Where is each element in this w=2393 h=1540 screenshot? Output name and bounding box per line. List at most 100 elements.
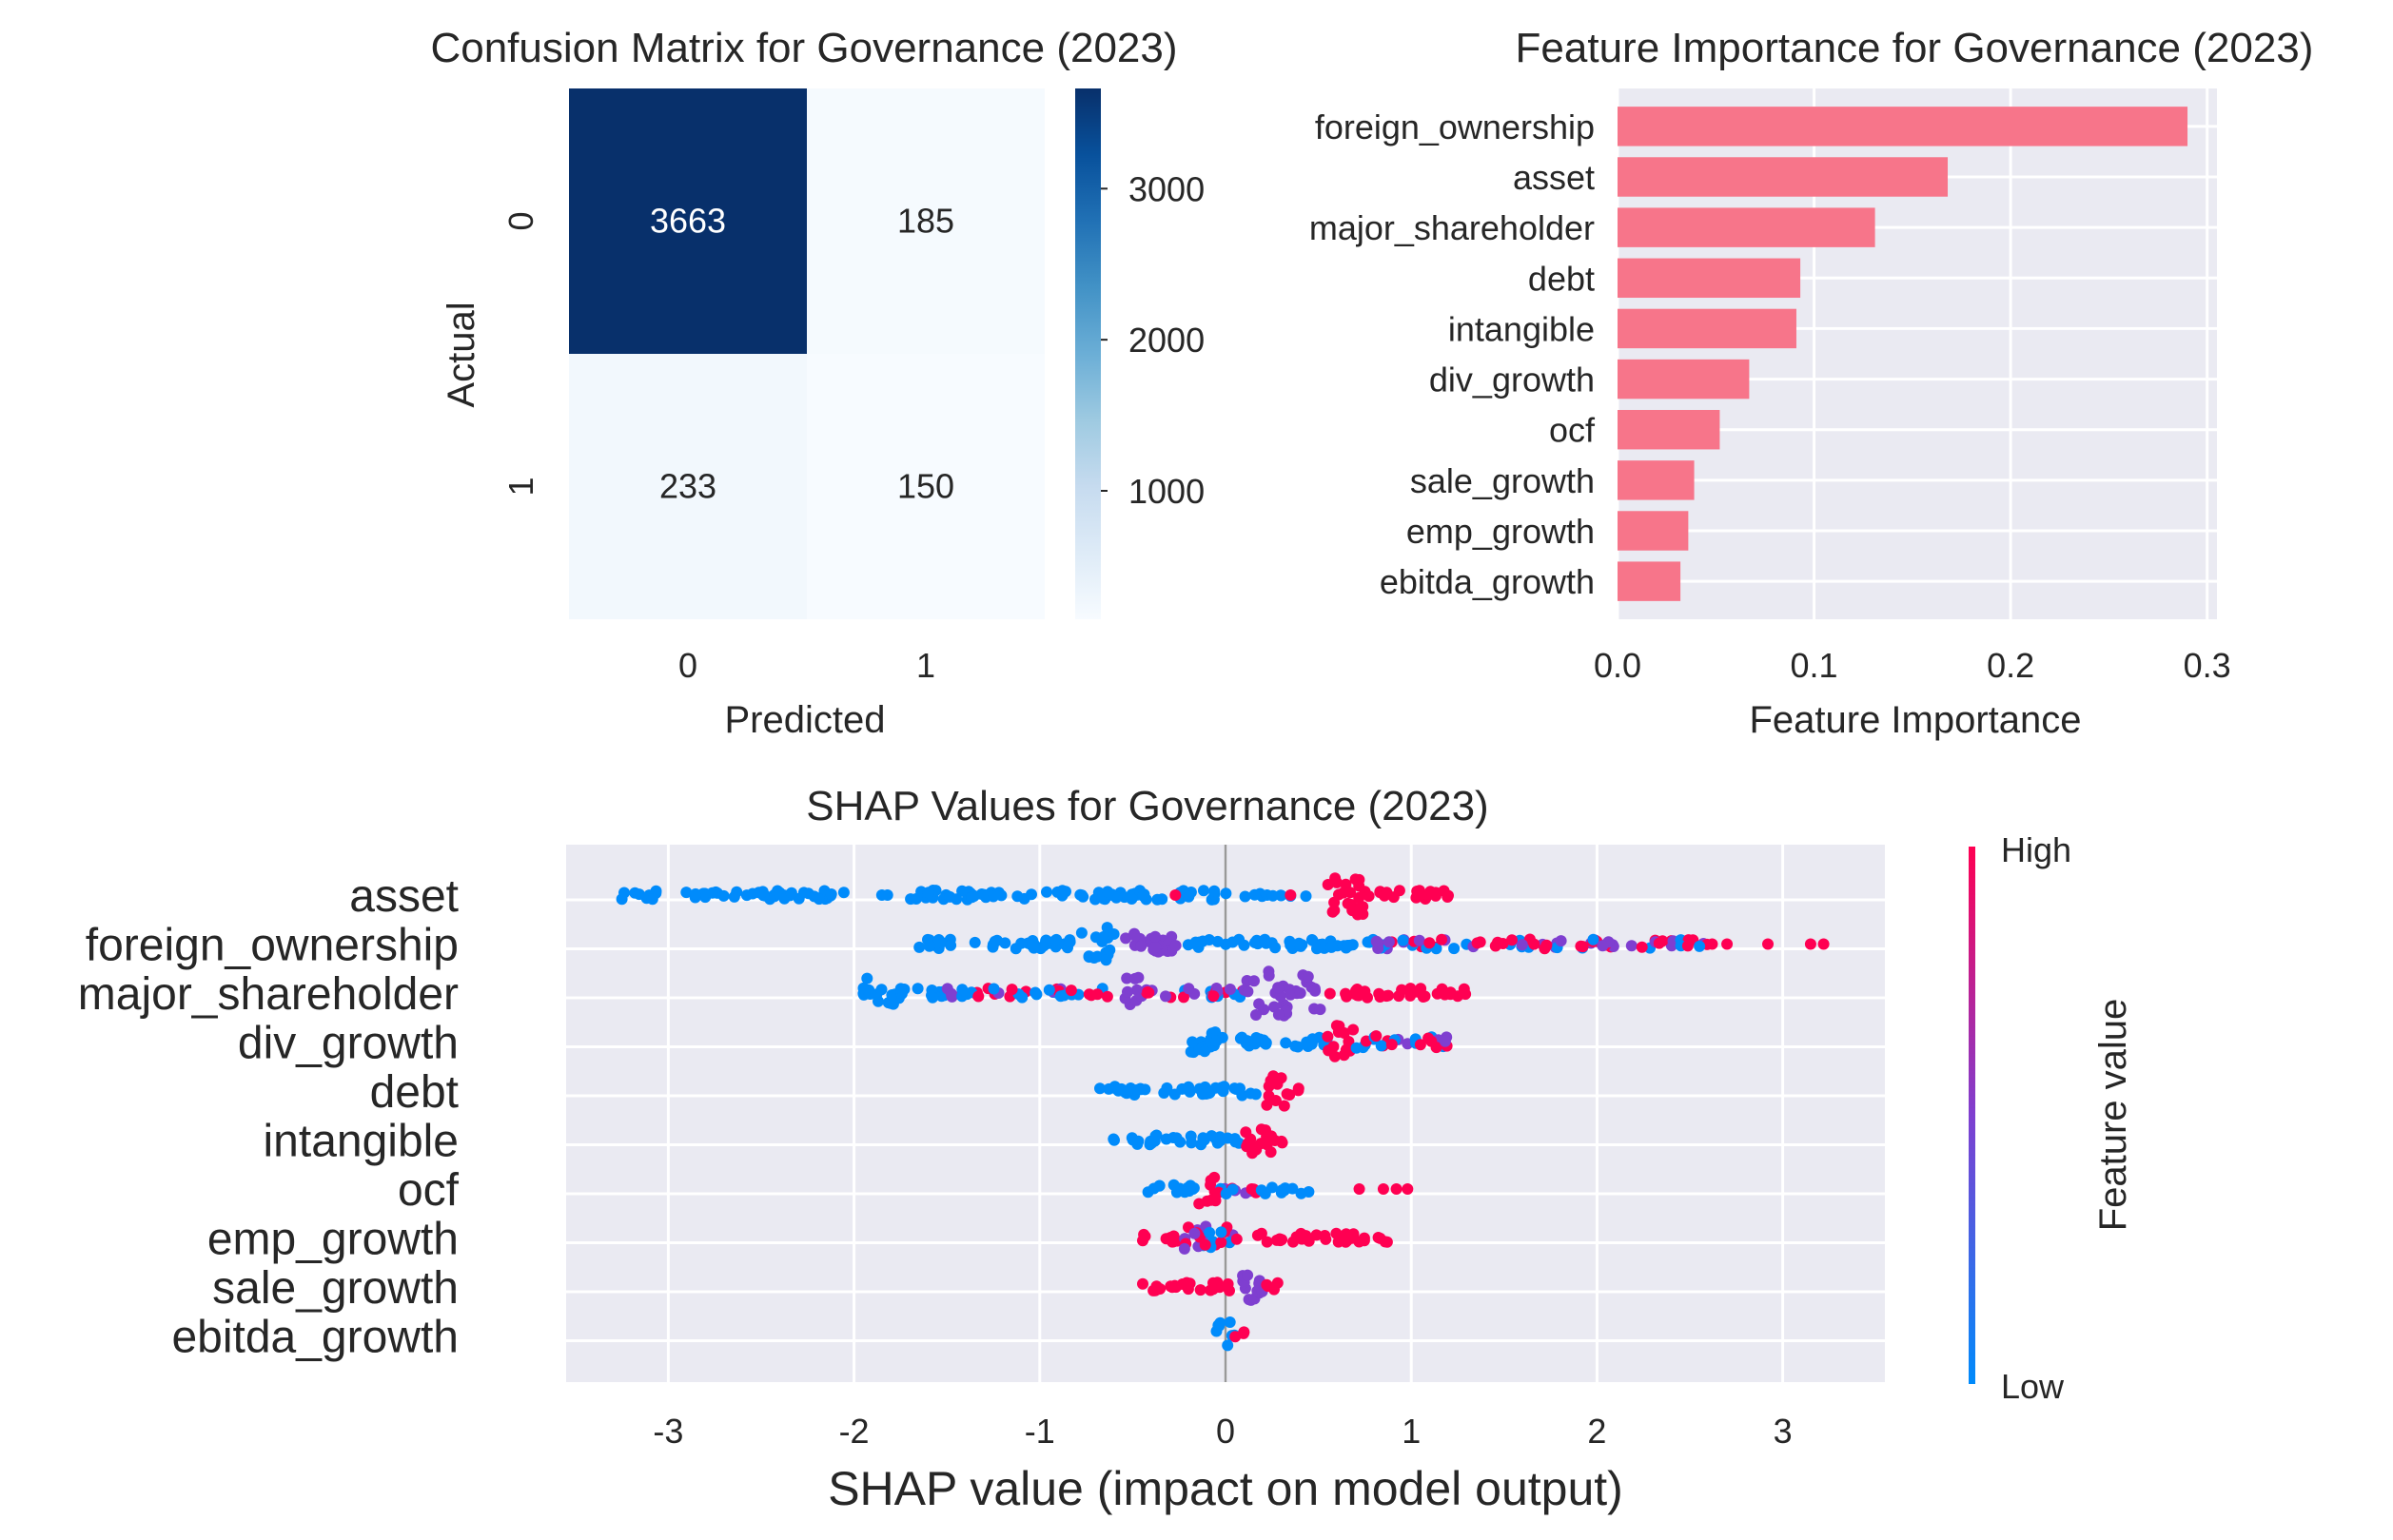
shap-point [1127,1134,1139,1146]
shap-point [1220,887,1232,900]
shap-point [1260,1037,1272,1049]
feature-label: debt [1528,259,1595,298]
shap-point [956,885,969,897]
shap-colorbar-low-label: Low [2001,1367,2065,1406]
shap-point [1186,1137,1198,1149]
shap-point [1383,936,1395,948]
shap-point [1188,1227,1201,1239]
shap-point [1149,930,1162,943]
shap-points: assetforeign_ownershipmajor_shareholderd… [78,871,1830,1363]
shap-point [1278,1100,1290,1112]
shap-point [1322,1030,1334,1043]
shap-point [1060,886,1071,898]
feature-importance-grid: 0.0 0.1 0.2 0.3 [1594,88,2231,685]
colorbar-tick-label: 3000 [1128,169,1205,208]
shap-point [1110,891,1123,904]
shap-point [1226,1183,1239,1196]
shap-point [1285,988,1297,1001]
shap-point [1074,888,1087,901]
shap-point [1269,942,1282,954]
shap-point [1040,935,1052,947]
shap-point [837,887,850,899]
shap-point [1340,878,1352,890]
shap-point [1101,990,1113,1003]
shap-point [1390,1183,1402,1195]
shap-colorbar: High Low Feature value [1969,830,2134,1406]
shap-point [1397,934,1409,946]
shap-point [1083,951,1095,964]
shap-point [1681,940,1694,952]
shap-point [1259,1187,1271,1199]
shap-point [1198,885,1209,897]
shap-point [1414,1039,1426,1051]
shap-point [1148,1135,1161,1147]
x-tick-label: 1 [916,646,935,685]
shap-grid: -3 -2 -1 0 1 2 3 [566,845,1885,1451]
shap-point [1762,938,1775,950]
shap-point [1275,1234,1287,1246]
shap-point [991,934,1003,946]
shap-point [887,998,899,1010]
shap-point [1137,890,1149,902]
shap-point [1350,1042,1363,1054]
x-tick-label: 1 [1402,1412,1421,1451]
shap-point [1242,985,1254,998]
shap-point [1271,1277,1284,1289]
shap-point [1165,1280,1177,1293]
shap-point [646,893,658,906]
confusion-matrix-panel: Confusion Matrix for Governance (2023) 3… [430,25,1205,741]
importance-bar [1618,561,1681,601]
x-tick-label: -3 [653,1412,683,1451]
shap-point [1181,1277,1193,1289]
shap-point [1207,990,1220,1003]
colorbar-gradient [1075,88,1101,619]
shap-point [1375,1040,1387,1052]
shap-point [1091,950,1104,963]
shap-point [1342,940,1354,951]
shap-point [1439,1035,1451,1047]
shap-point [1280,1037,1292,1049]
shap-point [1158,1087,1170,1099]
shap-point [1050,933,1063,945]
shap-point [1120,932,1132,945]
importance-bar [1618,308,1796,349]
shap-point [1370,1030,1383,1043]
shap-point [875,984,888,996]
shap-point [1305,934,1318,945]
shap-point [1051,886,1064,898]
shap-point [1358,1232,1370,1244]
shap-point [1306,1036,1318,1048]
shap-point [1170,1132,1183,1144]
shap-point [1324,987,1336,1000]
shap-point [1448,943,1461,955]
shap-point [1215,1237,1227,1248]
shap-point [945,939,957,951]
shap-point [1112,1084,1125,1097]
cell-value: 3663 [650,202,726,241]
shap-point [1147,1182,1160,1195]
shap-xlabel: SHAP value (impact on model output) [828,1462,1623,1515]
shap-point [1272,982,1285,994]
shap-point [1187,1036,1199,1048]
shap-point [1178,991,1189,1004]
shap-point [1328,896,1341,908]
shap-point [1292,1084,1304,1097]
shap-point [988,890,999,903]
shap-point [1292,1041,1304,1053]
shap-point [1694,940,1706,952]
shap-colorbar-label: Feature value [2092,999,2134,1232]
confusion-matrix-colorbar: 1000 2000 3000 [1075,88,1205,619]
shap-point [1210,1035,1223,1047]
shap-colorbar-high-label: High [2001,830,2071,869]
shap-point [1322,879,1334,890]
importance-bar [1618,511,1689,551]
shap-point [1436,983,1448,995]
shap-point [1385,1039,1398,1051]
shap-point [1160,1133,1172,1145]
importance-bar [1618,207,1875,247]
x-tick-label: 3 [1774,1412,1793,1451]
shap-point [1128,929,1141,942]
shap-point [1240,1126,1252,1139]
feature-label: ebitda_growth [171,1313,459,1363]
